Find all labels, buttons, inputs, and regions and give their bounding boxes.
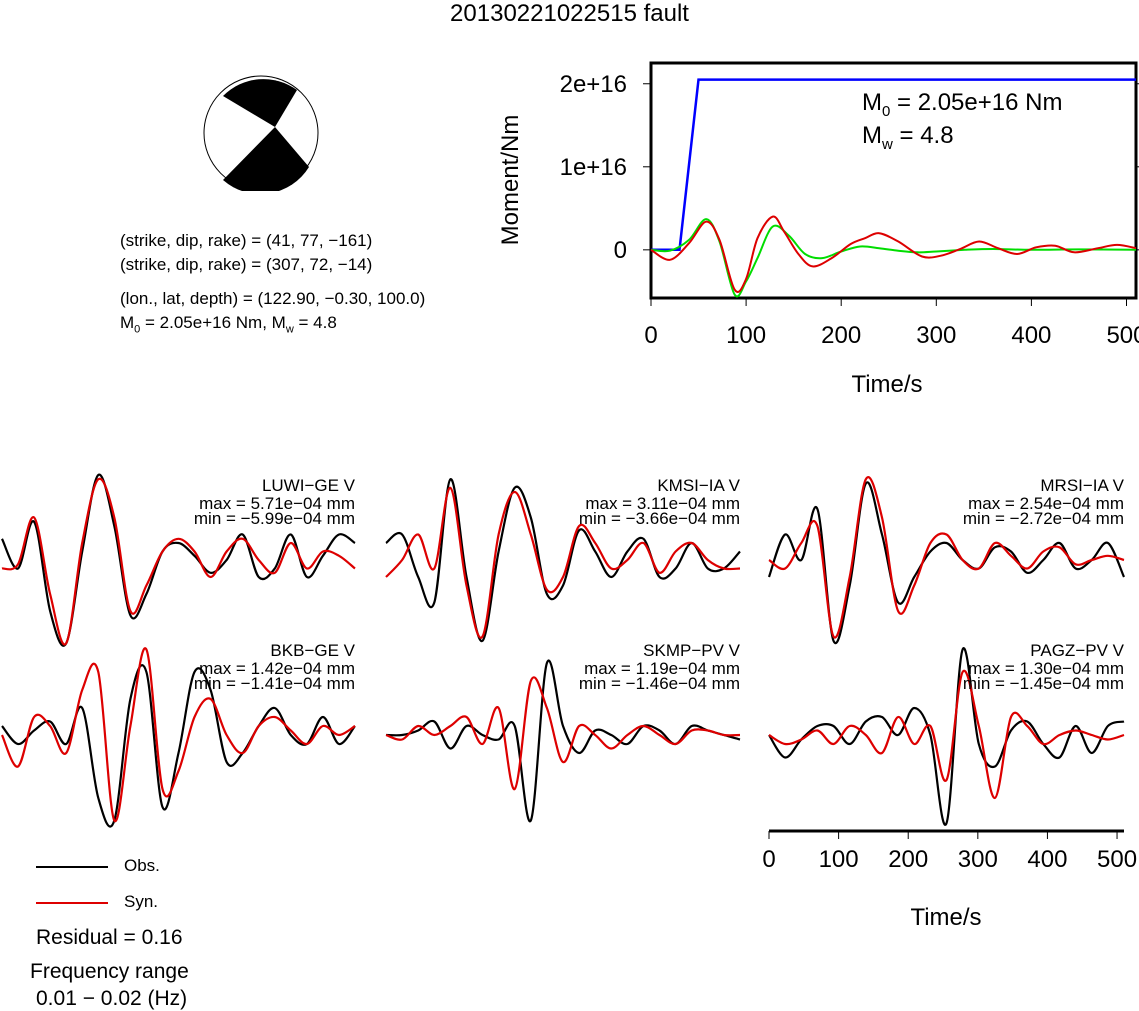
legend-label-obs: Obs. [124, 856, 160, 875]
legend-swatch-syn [36, 902, 108, 904]
moment-plot-frame [649, 61, 1138, 300]
moment-y-tick-label: 1e+16 [560, 154, 627, 181]
waveform-min-label: min = −1.41e−04 mm [193, 674, 355, 693]
wave-x-tick-label: 500 [1097, 846, 1137, 873]
moment-x-tick-label: 300 [916, 322, 956, 349]
waveform-observed [1, 473, 356, 647]
legend-swatch-obs [36, 866, 108, 868]
location-line: (lon., lat, depth) = (122.90, −0.30, 100… [120, 289, 426, 308]
svg-text:Mw = 4.8: Mw = 4.8 [862, 122, 954, 153]
wave-x-tick-label: 300 [958, 846, 998, 873]
wave-x-axis-label: Time/s [910, 904, 981, 931]
moment-x-tick-label: 0 [644, 322, 657, 349]
svg-text:M0 = 2.05e+16 Nm: M0 = 2.05e+16 Nm [862, 89, 1062, 120]
waveform-min-label: min = −5.99e−04 mm [193, 509, 355, 528]
residual-text: Residual = 0.16 [36, 926, 183, 949]
moment-series-line [651, 78, 1136, 252]
mechanism-line-2: (strike, dip, rake) = (307, 72, −14) [120, 255, 373, 274]
moment-x-axis-label: Time/s [851, 371, 922, 398]
waveform-max-label: max = 5.71e−04 mm [199, 494, 355, 513]
waveform-panel: 0 100 200 300 400 500 Time/s [0, 473, 1137, 931]
waveform-min-label: min = −1.45e−04 mm [962, 674, 1124, 693]
waveform-max-label: max = 2.54e−04 mm [968, 494, 1124, 513]
waveform-observed [768, 647, 1125, 826]
moment-line: M0 = 2.05e+16 Nm, Mw = 4.8 [120, 313, 337, 336]
waveform-synthetic [0, 647, 356, 823]
wave-x-tick-label: 0 [762, 846, 775, 873]
moment-y-axis-label: Moment/Nm [497, 115, 524, 246]
waveform-station-label: SKMP−PV V [643, 641, 740, 660]
waveform-max-label: max = 3.11e−04 mm [585, 494, 740, 513]
moment-series-line [650, 218, 1137, 298]
moment-y-tick-label: 0 [614, 237, 627, 264]
waveform-synthetic [385, 676, 741, 791]
waveform-synthetic [385, 486, 741, 639]
moment-x-tick-label: 400 [1011, 322, 1051, 349]
figure-title: 20130221022515 fault [450, 0, 689, 27]
waveform-min-label: min = −2.72e−04 mm [962, 509, 1124, 528]
waveform-synthetic [1, 477, 356, 646]
moment-series-line [650, 215, 1137, 293]
waveform-station-label: KMSI−IA V [657, 476, 740, 495]
wave-x-tick-label: 400 [1027, 846, 1067, 873]
mechanism-line-1: (strike, dip, rake) = (41, 77, −161) [120, 231, 373, 250]
beachball-quadrant-bottom [223, 127, 309, 191]
moment-x-tick-label: 100 [726, 322, 766, 349]
waveform-station-label: BKB−GE V [270, 641, 355, 660]
legend-label-syn: Syn. [124, 892, 159, 911]
moment-annotation: M0 = 2.05e+16 Nm Mw = 4.8 [862, 89, 1062, 153]
waveform-synthetic [768, 669, 1125, 800]
moment-x-tick-label: 500 [1106, 322, 1139, 349]
moment-x-tick-label: 200 [821, 322, 861, 349]
waveform-max-label: max = 1.19e−04 mm [584, 659, 740, 678]
waveform-synthetic [768, 476, 1125, 639]
waveform-station-label: LUWI−GE V [261, 476, 355, 495]
waveform-max-label: max = 1.42e−04 mm [199, 659, 355, 678]
beachball-quadrant-top [223, 79, 297, 127]
wave-x-tick-label: 200 [888, 846, 928, 873]
moment-y-tick-label: 2e+16 [560, 71, 627, 98]
wave-x-tick-label: 100 [819, 846, 859, 873]
waveform-min-label: min = −1.46e−04 mm [578, 674, 740, 693]
waveform-min-label: min = −3.66e−04 mm [578, 509, 740, 528]
beachball-diagram [203, 75, 319, 191]
frequency-range-label: Frequency range [30, 960, 189, 983]
frequency-range-value: 0.01 − 0.02 (Hz) [36, 987, 188, 1010]
waveform-station-label: MRSI−IA V [1040, 476, 1124, 495]
moment-chart: 0 100 200 300 400 500 0 1e+16 2e+16 Moment/Nm Ti… [497, 61, 1139, 398]
waveform-station-label: PAGZ−PV V [1030, 641, 1124, 660]
waveform-max-label: max = 1.30e−04 mm [968, 659, 1124, 678]
